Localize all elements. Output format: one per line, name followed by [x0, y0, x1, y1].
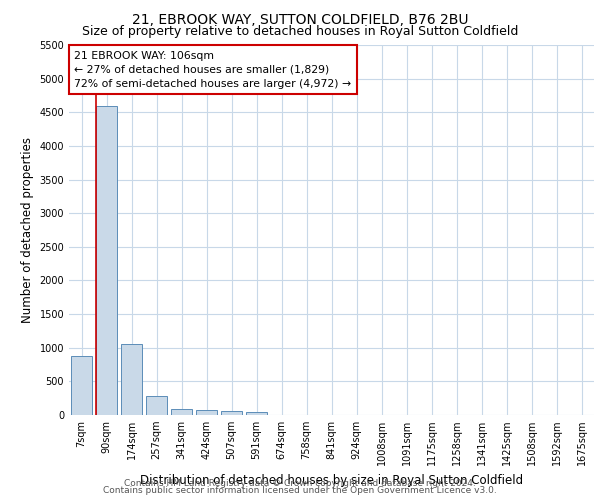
Text: Contains HM Land Registry data © Crown copyright and database right 2024.: Contains HM Land Registry data © Crown c… — [124, 478, 476, 488]
Text: 21 EBROOK WAY: 106sqm
← 27% of detached houses are smaller (1,829)
72% of semi-d: 21 EBROOK WAY: 106sqm ← 27% of detached … — [74, 50, 352, 88]
Bar — [246, 412, 267, 415]
Text: Size of property relative to detached houses in Royal Sutton Coldfield: Size of property relative to detached ho… — [82, 25, 518, 38]
Bar — [221, 412, 242, 415]
X-axis label: Distribution of detached houses by size in Royal Sutton Coldfield: Distribution of detached houses by size … — [140, 474, 523, 486]
Bar — [171, 409, 192, 415]
Bar — [121, 344, 142, 415]
Bar — [196, 410, 217, 415]
Text: Contains public sector information licensed under the Open Government Licence v3: Contains public sector information licen… — [103, 486, 497, 495]
Y-axis label: Number of detached properties: Number of detached properties — [21, 137, 34, 323]
Bar — [146, 396, 167, 415]
Bar — [96, 106, 117, 415]
Bar — [71, 356, 92, 415]
Text: 21, EBROOK WAY, SUTTON COLDFIELD, B76 2BU: 21, EBROOK WAY, SUTTON COLDFIELD, B76 2B… — [132, 12, 468, 26]
